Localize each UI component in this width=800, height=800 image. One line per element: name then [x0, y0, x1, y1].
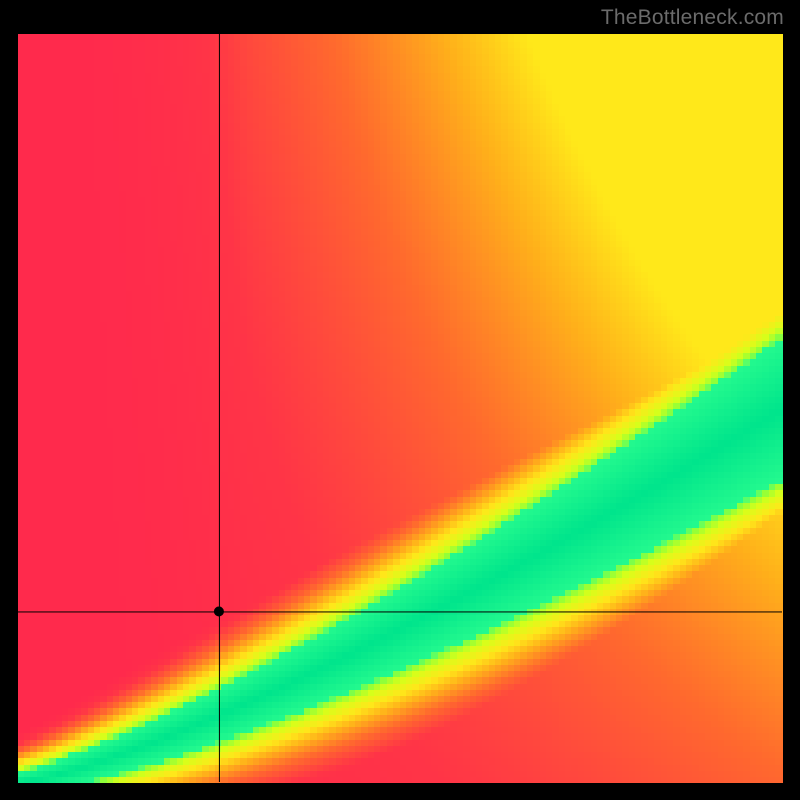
- watermark-text: TheBottleneck.com: [601, 6, 784, 30]
- bottleneck-heatmap: [0, 0, 800, 800]
